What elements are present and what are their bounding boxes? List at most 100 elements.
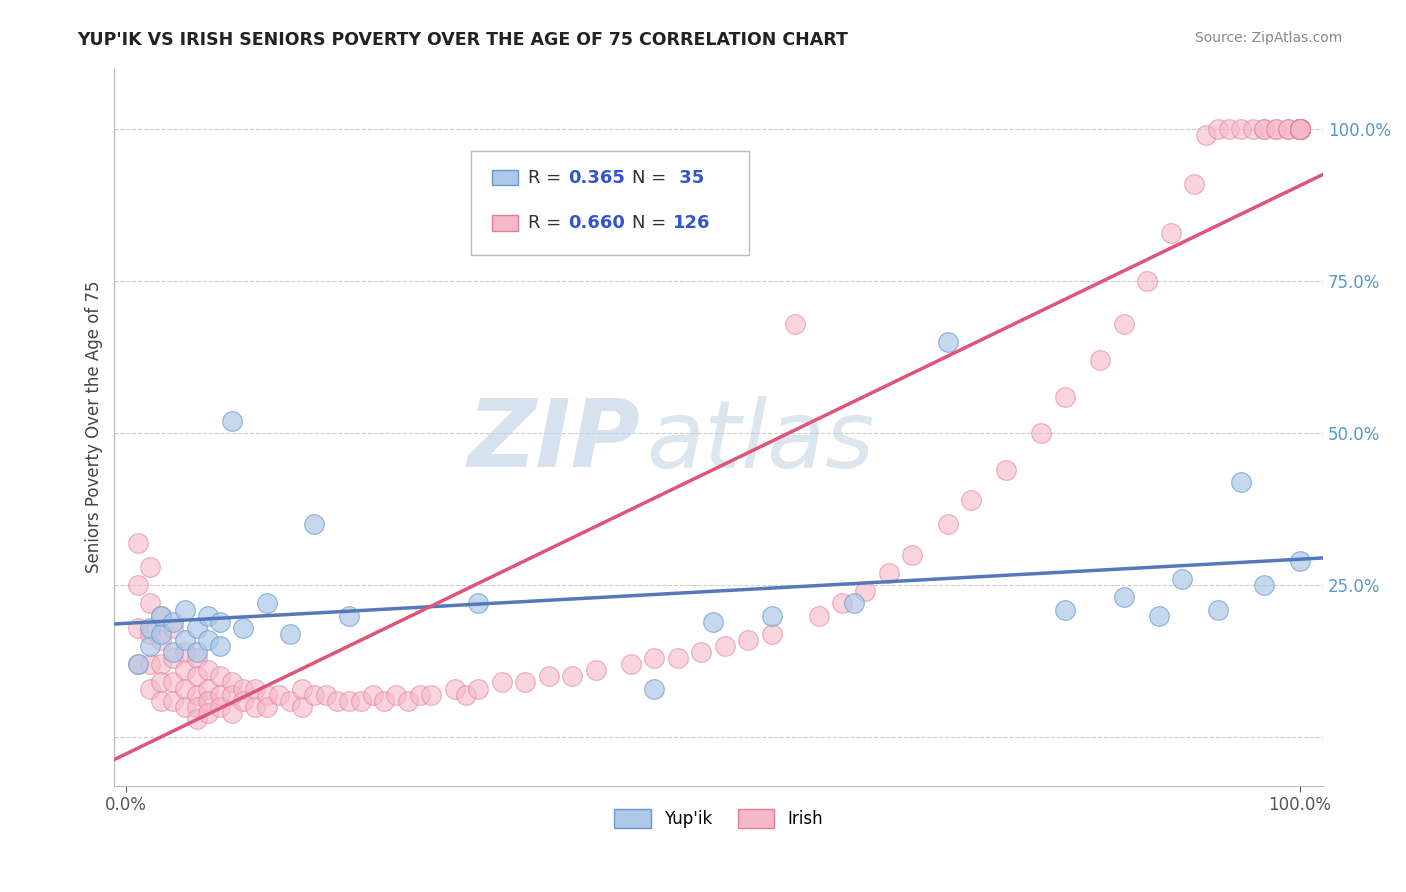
Point xyxy=(1241,122,1264,136)
Point xyxy=(537,669,560,683)
Point xyxy=(267,688,290,702)
Point xyxy=(1253,122,1275,136)
Point xyxy=(162,694,184,708)
Point xyxy=(280,627,302,641)
Point xyxy=(467,681,489,696)
Point xyxy=(1288,122,1310,136)
Point xyxy=(737,632,759,647)
Point xyxy=(138,621,160,635)
Point xyxy=(127,578,149,592)
Point xyxy=(337,694,360,708)
Point xyxy=(385,688,408,702)
Point xyxy=(138,560,160,574)
Point xyxy=(1288,122,1310,136)
Bar xyxy=(492,215,519,231)
Point xyxy=(208,639,231,653)
Point xyxy=(291,681,314,696)
Point xyxy=(173,602,195,616)
Point xyxy=(960,493,983,508)
Point xyxy=(936,517,959,532)
Text: 0.660: 0.660 xyxy=(568,214,624,232)
Point xyxy=(1288,122,1310,136)
Point xyxy=(515,675,537,690)
Point xyxy=(127,657,149,672)
Point xyxy=(1265,122,1288,136)
Point xyxy=(173,645,195,659)
Point xyxy=(127,535,149,549)
Bar xyxy=(492,169,519,186)
Point xyxy=(302,688,325,702)
Point xyxy=(1277,122,1299,136)
Point xyxy=(456,688,478,702)
Point xyxy=(408,688,430,702)
Point xyxy=(1171,572,1194,586)
Point xyxy=(1277,122,1299,136)
Point xyxy=(713,639,735,653)
Point xyxy=(1112,317,1135,331)
Point xyxy=(138,639,160,653)
Point xyxy=(1206,122,1229,136)
Point xyxy=(607,165,630,179)
Point xyxy=(1253,578,1275,592)
Point xyxy=(1288,122,1310,136)
Point xyxy=(1288,122,1310,136)
Point xyxy=(186,651,208,665)
Point xyxy=(643,651,665,665)
Point xyxy=(208,688,231,702)
Point xyxy=(315,688,337,702)
Point xyxy=(842,596,865,610)
Point xyxy=(643,681,665,696)
Point xyxy=(232,621,254,635)
Point xyxy=(901,548,924,562)
Point xyxy=(138,681,160,696)
Point xyxy=(150,657,173,672)
Text: R =: R = xyxy=(527,214,567,232)
Point xyxy=(138,596,160,610)
Point xyxy=(162,615,184,629)
FancyBboxPatch shape xyxy=(471,151,749,255)
Point xyxy=(666,651,689,665)
Point xyxy=(361,688,384,702)
Point xyxy=(162,675,184,690)
Text: atlas: atlas xyxy=(647,396,875,487)
Point xyxy=(1288,122,1310,136)
Point xyxy=(350,694,373,708)
Point xyxy=(127,621,149,635)
Text: N =: N = xyxy=(631,169,672,186)
Point xyxy=(1147,608,1170,623)
Point xyxy=(1288,122,1310,136)
Point xyxy=(186,688,208,702)
Point xyxy=(1112,591,1135,605)
Point xyxy=(1288,122,1310,136)
Point xyxy=(1031,426,1053,441)
Point xyxy=(150,627,173,641)
Point xyxy=(443,681,465,696)
Point xyxy=(138,657,160,672)
Point xyxy=(831,596,853,610)
Point xyxy=(1182,177,1205,191)
Point xyxy=(1253,122,1275,136)
Point xyxy=(232,681,254,696)
Point xyxy=(373,694,395,708)
Point xyxy=(256,688,278,702)
Point xyxy=(1288,122,1310,136)
Point xyxy=(1136,274,1159,288)
Point xyxy=(1265,122,1288,136)
Text: 0.365: 0.365 xyxy=(568,169,624,186)
Point xyxy=(585,663,607,677)
Point xyxy=(162,645,184,659)
Point xyxy=(1053,390,1076,404)
Point xyxy=(208,669,231,683)
Point xyxy=(807,608,830,623)
Point xyxy=(1288,122,1310,136)
Point xyxy=(783,317,806,331)
Point xyxy=(291,699,314,714)
Point xyxy=(1288,122,1310,136)
Point xyxy=(1288,122,1310,136)
Point xyxy=(173,632,195,647)
Point xyxy=(150,632,173,647)
Point xyxy=(162,621,184,635)
Point xyxy=(245,681,267,696)
Point xyxy=(245,699,267,714)
Point xyxy=(256,596,278,610)
